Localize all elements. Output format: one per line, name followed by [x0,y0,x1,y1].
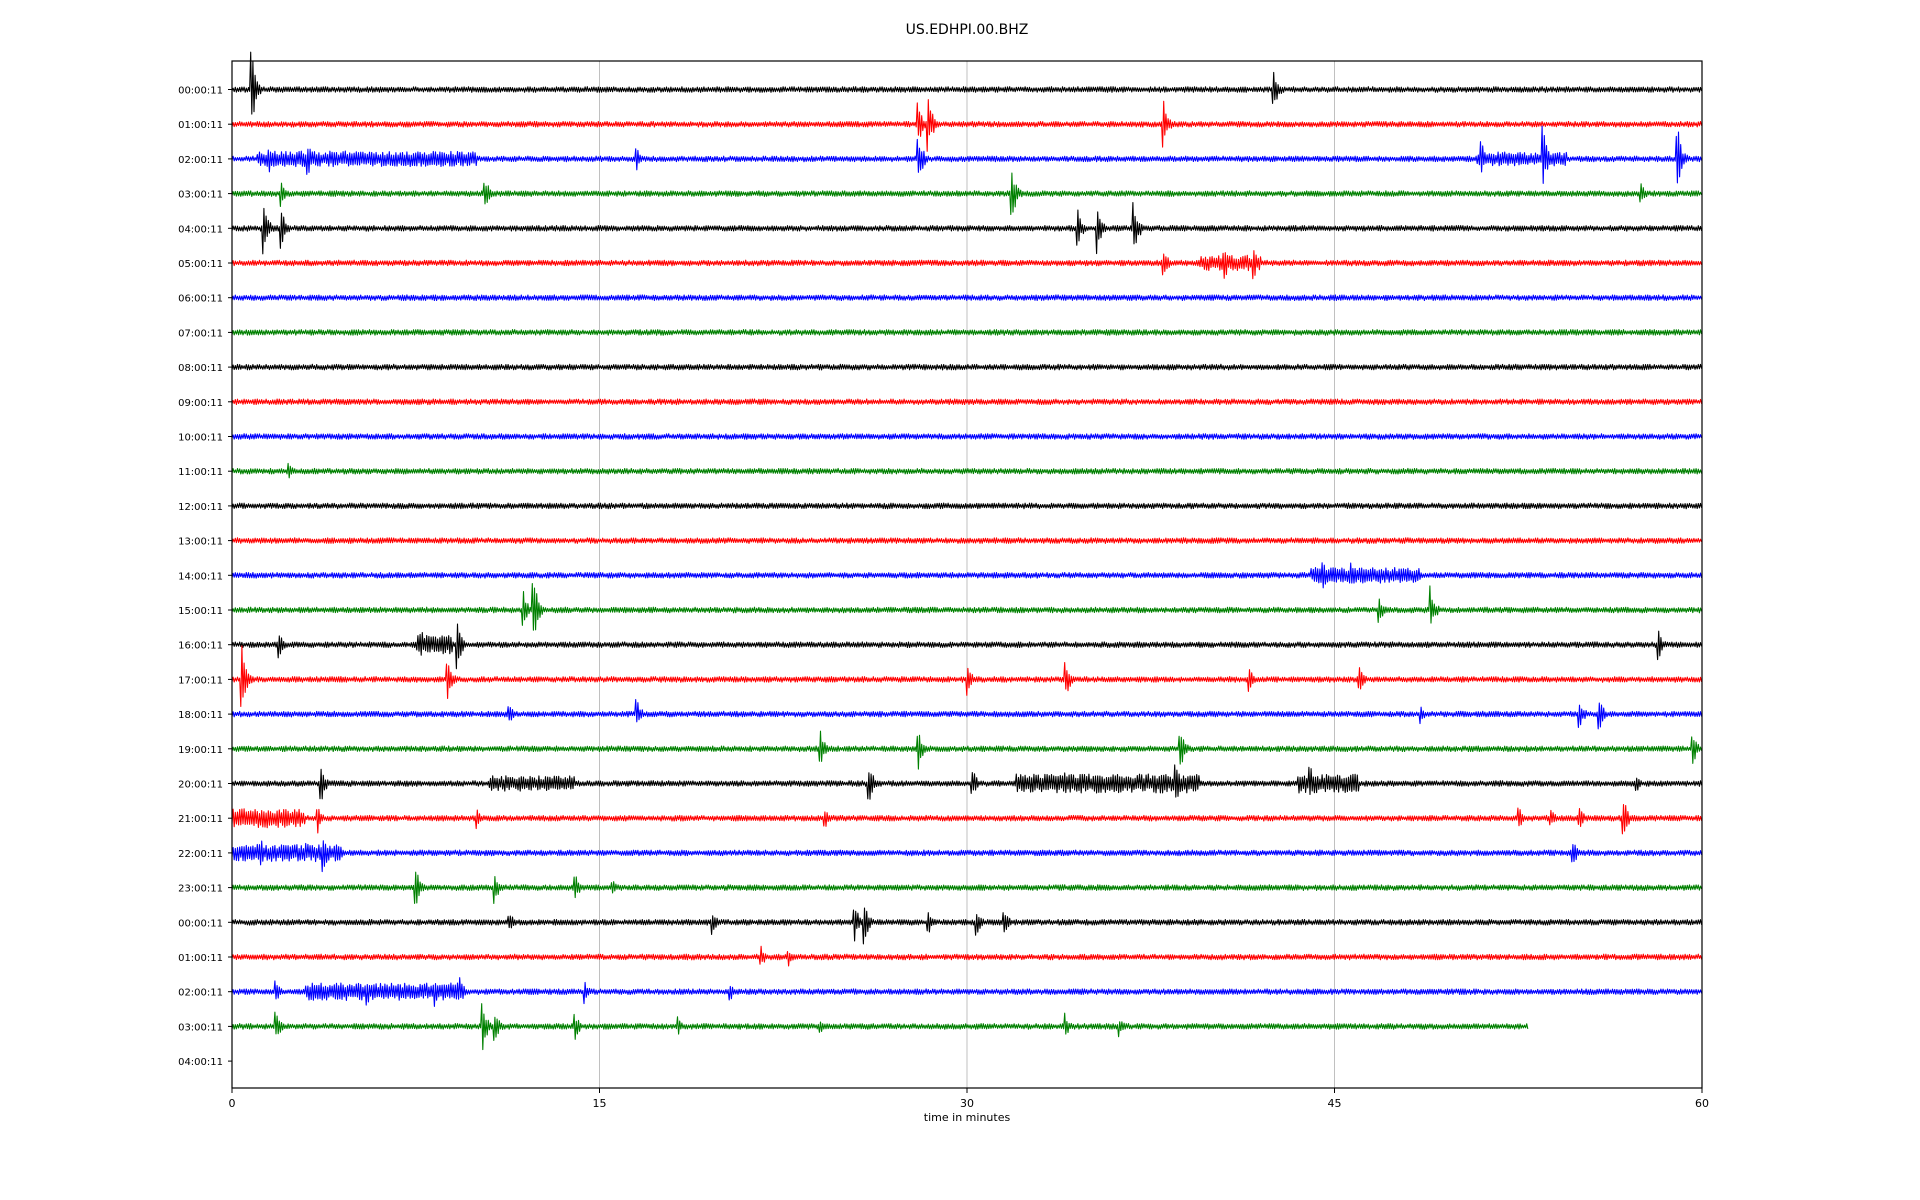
trace-row-14 [231,562,1703,589]
row-label: 01:00:11 [178,953,223,964]
row-label: 21:00:11 [178,814,223,825]
row-label: 18:00:11 [178,710,223,721]
x-tick-label: 15 [593,1097,607,1110]
trace-row-27 [231,1003,1529,1051]
row-label: 19:00:11 [178,745,223,756]
row-label: 07:00:11 [178,328,223,339]
row-label: 00:00:11 [178,918,223,929]
row-label: 10:00:11 [178,433,223,444]
row-label: 04:00:11 [178,1057,223,1068]
trace-row-10 [231,433,1703,440]
trace-row-5 [231,250,1703,280]
trace-row-21 [231,804,1703,835]
x-tick-label: 30 [960,1097,974,1110]
trace-row-20 [231,764,1703,800]
trace-row-3 [231,172,1703,216]
x-axis-ticks: 0 15 30 45 60 [229,1088,1709,1110]
row-label: 23:00:11 [178,884,223,895]
row-label: 06:00:11 [178,294,223,305]
row-label: 12:00:11 [178,502,223,513]
row-label: 20:00:11 [178,780,223,791]
row-label: 02:00:11 [178,155,223,166]
trace-row-15 [231,583,1703,631]
row-label: 03:00:11 [178,1022,223,1033]
row-label: 03:00:11 [178,190,223,201]
row-label: 00:00:11 [178,86,223,97]
row-label: 02:00:11 [178,988,223,999]
trace-row-22 [231,840,1703,873]
trace-row-26 [231,977,1703,1007]
trace-row-19 [231,730,1703,770]
row-label: 08:00:11 [178,363,223,374]
trace-row-6 [231,294,1703,302]
trace-row-17 [231,645,1703,708]
row-label: 15:00:11 [178,606,223,617]
x-tick-label: 0 [229,1097,236,1110]
trace-row-0 [231,51,1703,115]
x-tick-label: 45 [1328,1097,1342,1110]
trace-row-16 [231,623,1703,670]
row-label: 14:00:11 [178,571,223,582]
trace-row-2 [231,125,1703,184]
x-axis-label: time in minutes [924,1111,1011,1124]
trace-row-9 [231,398,1703,406]
row-label: 13:00:11 [178,537,223,548]
x-tick-label: 60 [1695,1097,1709,1110]
trace-row-25 [231,945,1703,967]
trace-row-18 [231,699,1703,730]
row-label: 17:00:11 [178,675,223,686]
trace-row-11 [231,462,1703,479]
trace-row-7 [231,329,1703,336]
trace-row-8 [231,363,1703,371]
row-label: 16:00:11 [178,641,223,652]
trace-row-13 [231,537,1703,544]
row-label: 01:00:11 [178,120,223,131]
trace-row-1 [231,99,1703,152]
trace-group [231,51,1703,1051]
trace-row-23 [231,871,1703,905]
trace-row-12 [231,502,1703,510]
chart-title: US.EDHPI.00.BHZ [906,22,1029,38]
row-label: 22:00:11 [178,849,223,860]
row-label: 05:00:11 [178,259,223,270]
row-label: 04:00:11 [178,224,223,235]
row-labels: 00:00:11 01:00:11 02:00:11 03:00:11 04:00:11… [178,86,232,1068]
trace-row-24 [231,907,1703,945]
row-label: 11:00:11 [178,467,223,478]
trace-row-4 [231,202,1703,255]
row-label: 09:00:11 [178,398,223,409]
